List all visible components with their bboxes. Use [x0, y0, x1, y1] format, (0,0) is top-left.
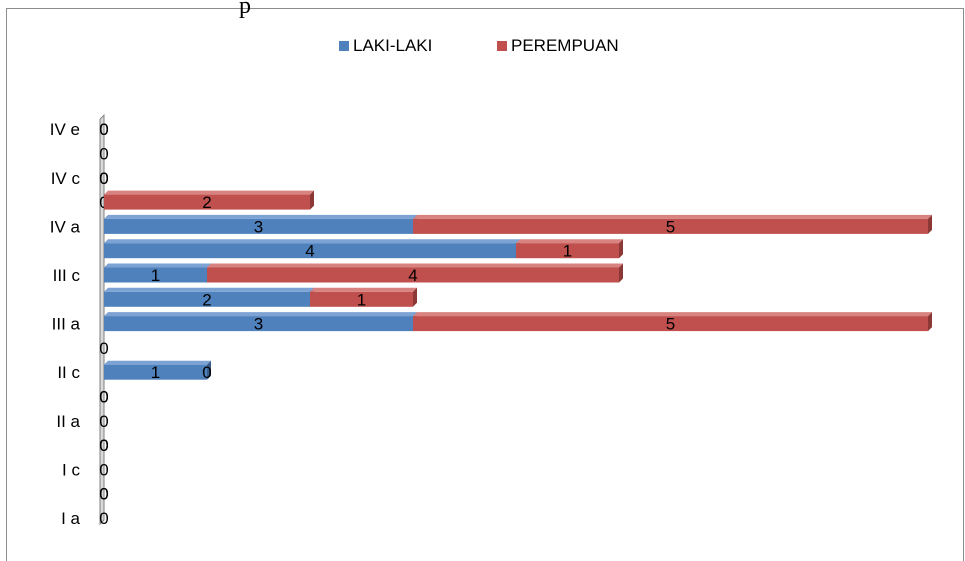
bar-side-face: [619, 239, 623, 259]
bar-laki-laki: [104, 360, 211, 380]
bar-perempuan: [104, 190, 314, 210]
data-label: 1: [563, 242, 572, 261]
category-label: III c: [53, 266, 81, 285]
bar-front-face: [104, 218, 413, 234]
data-label: 0: [99, 120, 108, 139]
bar-perempuan: [413, 312, 932, 332]
data-label: 0: [99, 436, 108, 455]
legend-swatch-laki-laki: [339, 41, 349, 51]
category-label: IV a: [50, 217, 81, 236]
data-label: 2: [202, 290, 211, 309]
data-label: 0: [99, 388, 108, 407]
bar-side-face: [619, 263, 623, 283]
bar-perempuan: [207, 263, 623, 283]
category-label: IV c: [51, 169, 81, 188]
bar-top-face: [310, 287, 417, 292]
data-label: 0: [99, 485, 108, 504]
bar-perempuan: [310, 287, 417, 307]
data-label: 3: [254, 217, 263, 236]
bar-front-face: [104, 316, 413, 332]
category-label: II a: [56, 412, 80, 431]
bar-side-face: [413, 287, 417, 307]
bar-front-face: [516, 243, 619, 259]
category-label: II c: [57, 363, 80, 382]
data-label: 5: [666, 217, 675, 236]
bar-front-face: [104, 291, 310, 307]
data-label: 4: [408, 266, 417, 285]
data-label: 0: [99, 169, 108, 188]
data-label: 0: [99, 460, 108, 479]
bar-front-face: [413, 218, 928, 234]
bar-front-face: [310, 291, 413, 307]
clipped-heading-fragment: p: [239, 0, 251, 19]
bar-top-face: [104, 190, 314, 195]
category-label: I c: [62, 460, 80, 479]
data-label: 0: [99, 120, 108, 139]
bar-top-face: [104, 312, 417, 317]
bar-top-face: [207, 263, 623, 268]
bar-top-face: [516, 239, 623, 244]
bar-front-face: [207, 267, 619, 283]
bar-side-face: [207, 360, 211, 380]
data-label: 0: [99, 169, 108, 188]
bar-side-face: [310, 190, 314, 210]
data-label: 0: [99, 412, 108, 431]
data-label: 5: [666, 315, 675, 334]
bar-front-face: [104, 194, 310, 210]
bar-front-face: [104, 243, 516, 259]
data-label: 3: [254, 315, 263, 334]
data-label: 1: [357, 290, 366, 309]
data-label: 0: [99, 485, 108, 504]
data-label: 0: [99, 509, 108, 528]
bar-side-face: [928, 312, 932, 332]
legend-label-laki-laki: LAKI-LAKI: [353, 36, 432, 55]
bar-top-face: [413, 312, 932, 317]
category-label: IV e: [50, 120, 80, 139]
legend-label-perempuan: PEREMPUAN: [511, 36, 619, 55]
bar-laki-laki: [104, 287, 314, 307]
data-label: 2: [202, 193, 211, 212]
bar-top-face: [104, 263, 211, 268]
data-label: 0: [99, 388, 108, 407]
bar-perempuan: [516, 239, 623, 259]
data-label: 0: [99, 436, 108, 455]
bar-side-face: [928, 214, 932, 234]
bar-perempuan: [413, 214, 932, 234]
data-label: 4: [305, 242, 314, 261]
data-label: 1: [151, 363, 160, 382]
category-label: I a: [61, 509, 80, 528]
legend-swatch-perempuan: [497, 41, 507, 51]
category-label: III a: [52, 315, 81, 334]
bar-top-face: [104, 360, 211, 365]
bar-laki-laki: [104, 239, 520, 259]
bar-front-face: [104, 364, 207, 380]
bar-top-face: [104, 214, 417, 219]
data-label: 0: [99, 145, 108, 164]
data-label: 1: [151, 266, 160, 285]
bar-front-face: [413, 316, 928, 332]
data-label: 0: [202, 363, 211, 382]
data-label: 0: [99, 339, 108, 358]
bar-top-face: [104, 239, 520, 244]
bar-top-face: [413, 214, 932, 219]
bar-top-face: [104, 287, 314, 292]
bar-front-face: [104, 267, 207, 283]
chart-frame: p: [6, 0, 964, 561]
axis-wall: [99, 113, 105, 526]
